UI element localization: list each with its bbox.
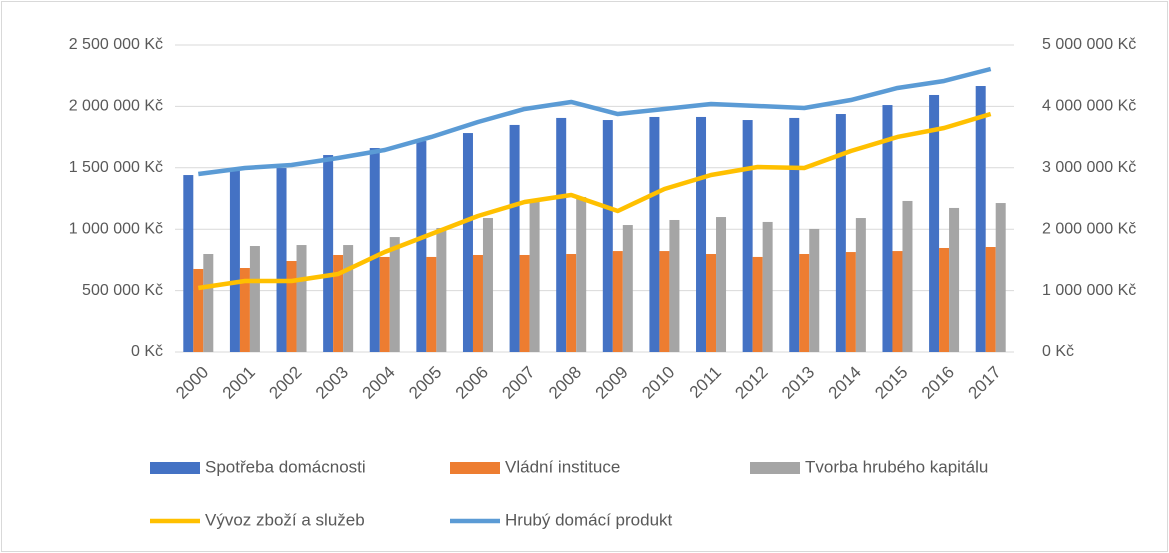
bar	[892, 251, 903, 352]
bar	[602, 120, 613, 353]
bar	[296, 245, 307, 352]
bar	[556, 117, 567, 352]
bar	[809, 228, 820, 352]
bar	[249, 246, 260, 352]
bar	[716, 217, 727, 352]
bar	[379, 256, 390, 352]
bar	[752, 256, 763, 352]
bar	[519, 254, 530, 352]
legend-label: Hrubý domácí produkt	[505, 510, 673, 529]
bar	[529, 199, 540, 352]
legend-swatch	[150, 462, 200, 474]
y2-tick-label: 1 000 000 Kč	[1042, 282, 1136, 299]
y-tick-label: 500 000 Kč	[82, 282, 163, 299]
y-tick-label: 1 000 000 Kč	[69, 220, 163, 237]
legend-label: Vládní instituce	[505, 457, 620, 476]
bar	[369, 148, 380, 352]
bar	[622, 225, 633, 352]
bar	[509, 124, 520, 352]
line	[198, 66, 992, 177]
bar	[389, 237, 400, 352]
legend-swatch	[450, 462, 500, 474]
bar	[929, 94, 940, 352]
bar	[696, 116, 707, 352]
bar	[742, 120, 753, 353]
bar	[239, 268, 250, 352]
y-tick-label: 0 Kč	[131, 343, 163, 360]
y2-tick-label: 4 000 000 Kč	[1042, 98, 1136, 115]
bar	[845, 252, 856, 352]
bar	[649, 116, 660, 352]
bar	[659, 251, 670, 352]
bar	[939, 247, 950, 352]
bar	[472, 254, 483, 352]
bar	[436, 227, 447, 352]
bar	[276, 168, 287, 352]
bar	[855, 218, 866, 352]
bar	[343, 245, 354, 352]
y2-tick-label: 0 Kč	[1042, 343, 1074, 360]
legend-label: Vývoz zboží a služeb	[205, 510, 365, 529]
legend-label: Tvorba hrubého kapitálu	[805, 457, 988, 476]
y2-tick-label: 5 000 000 Kč	[1042, 36, 1136, 53]
bar	[203, 254, 214, 352]
bar	[995, 203, 1006, 352]
bar	[482, 218, 493, 352]
bar	[229, 170, 240, 352]
bar	[566, 254, 577, 352]
bar	[669, 219, 680, 352]
bar	[835, 114, 846, 352]
legend-swatch	[750, 462, 800, 474]
bar	[789, 117, 800, 352]
bar	[949, 207, 960, 352]
bar	[462, 133, 473, 352]
bar	[902, 200, 913, 352]
legend-label: Spotřeba domácnosti	[205, 457, 366, 476]
bar	[286, 261, 297, 352]
bar	[706, 254, 717, 352]
y-tick-label: 2 000 000 Kč	[69, 98, 163, 115]
bar	[426, 256, 437, 352]
bar	[183, 175, 194, 352]
bar	[975, 86, 986, 352]
y-tick-label: 1 500 000 Kč	[69, 159, 163, 176]
bar	[323, 155, 334, 352]
bar	[576, 197, 587, 352]
y2-tick-label: 3 000 000 Kč	[1042, 159, 1136, 176]
bar	[333, 254, 344, 352]
bar	[985, 247, 996, 352]
bar	[799, 254, 810, 352]
bar	[882, 105, 893, 353]
bar	[612, 251, 623, 352]
y2-tick-label: 2 000 000 Kč	[1042, 220, 1136, 237]
bar	[416, 141, 427, 352]
bar	[193, 268, 204, 352]
y-tick-label: 2 500 000 Kč	[69, 36, 163, 53]
line	[197, 111, 992, 291]
bar	[762, 221, 773, 352]
